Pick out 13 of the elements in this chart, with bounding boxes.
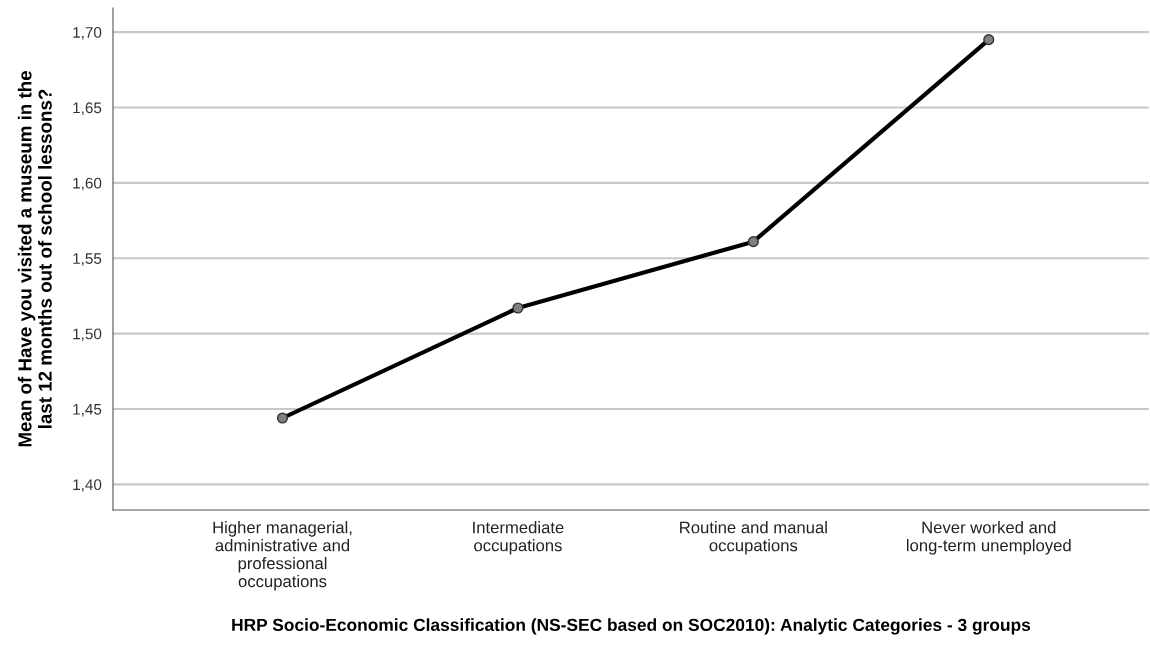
x-axis-title: HRP Socio-Economic Classification (NS-SEC based on SOC2010): Analytic Categories - 3 groups [232,618,1031,635]
x-tick-label: Routine and manual occupations [680,521,827,555]
y-tick-label: 1,55 [73,253,102,266]
x-tick-label: Intermediate occupations [473,521,564,555]
x-tick-label: Higher managerial, administrative and professional occupations [213,521,352,591]
y-tick-label: 1,70 [73,26,102,40]
y-axis-title: Mean of Have you visited a museum in the last 12 months out of school lessons? [17,71,52,447]
x-tick-label: Never worked and long-term unemployed [906,521,1071,555]
y-tick-label: 1,65 [73,102,102,115]
y-tick-label: 1,60 [73,177,102,191]
y-tick-label: 1,50 [73,328,102,342]
y-tick-label: 1,40 [73,479,102,492]
y-tick-label: 1,45 [73,404,102,417]
